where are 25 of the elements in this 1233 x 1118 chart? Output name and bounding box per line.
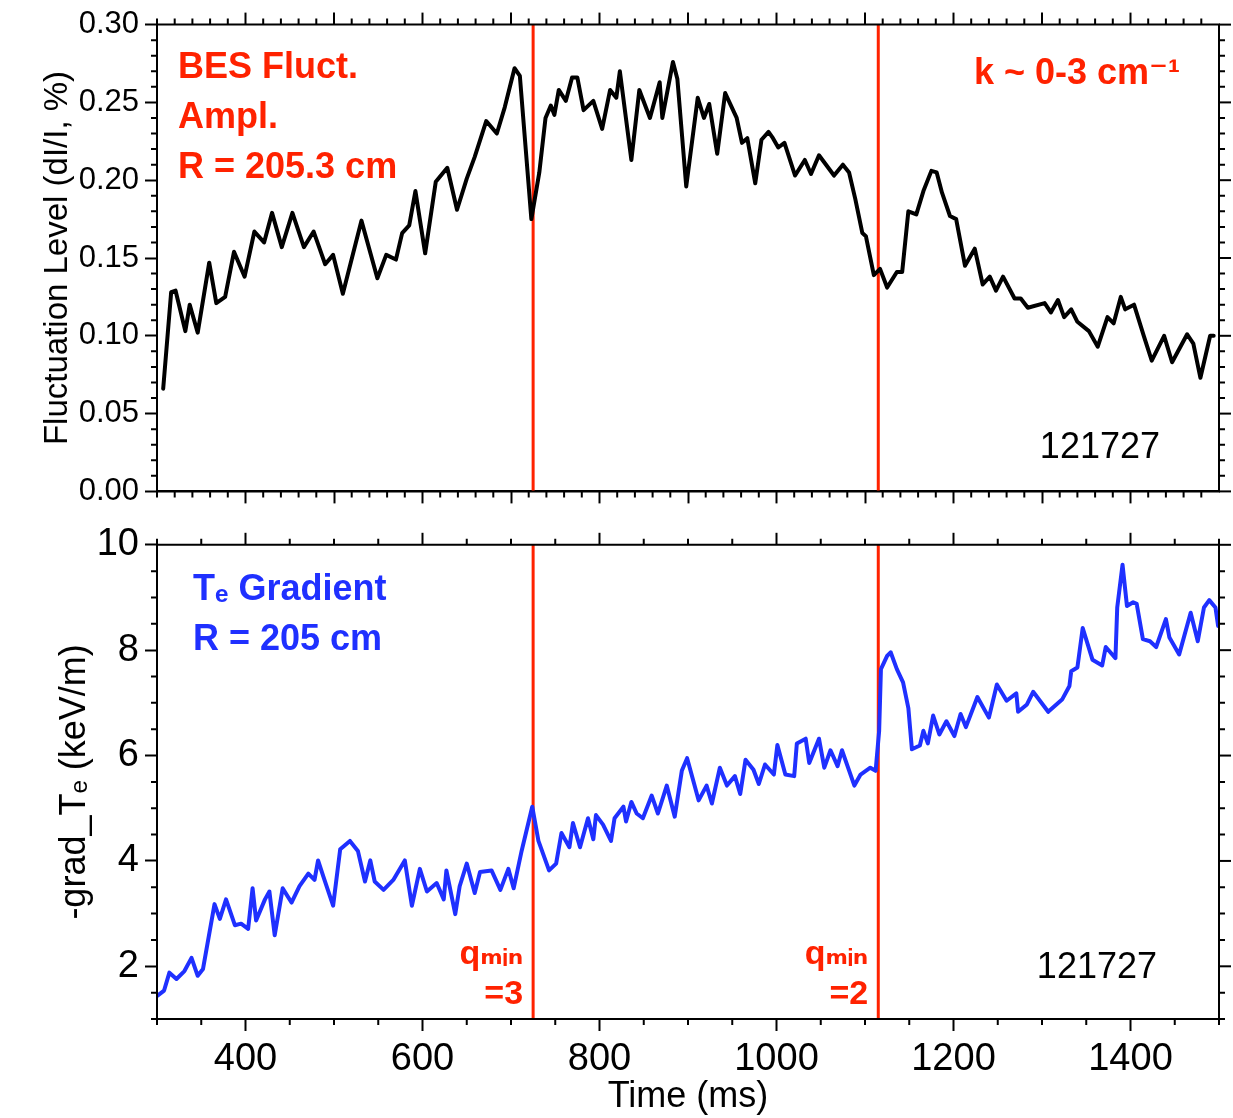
y-tick-label: 6 xyxy=(117,732,139,775)
x-tick-label: 600 xyxy=(390,1036,455,1079)
y-tick-label: 10 xyxy=(96,521,139,564)
annotation: 121727 xyxy=(1036,944,1157,986)
y-tick-label: 0.30 xyxy=(78,5,139,41)
y-tick-label: 0.20 xyxy=(78,160,139,196)
y-axis-title: -grad_Tₑ (keV/m) xyxy=(51,644,93,920)
annotation: qₘᵢₙ =3 xyxy=(459,933,524,1012)
y-tick-label: 8 xyxy=(117,626,139,669)
y-axis-title: Fluctuation Level (dI/I, %) xyxy=(37,70,75,446)
annotation: qₘᵢₙ =2 xyxy=(804,933,869,1012)
y-tick-label: 0.00 xyxy=(78,471,139,507)
annotation: k ~ 0-3 cm⁻¹ xyxy=(973,50,1180,92)
x-tick-label: 1200 xyxy=(911,1036,996,1079)
x-tick-label: 400 xyxy=(213,1036,278,1079)
y-tick-label: 0.25 xyxy=(78,82,139,118)
y-tick-label: 0.15 xyxy=(78,238,139,274)
y-tick-label: 0.10 xyxy=(78,316,139,352)
x-tick-label: 1400 xyxy=(1088,1036,1173,1079)
y-tick-label: 4 xyxy=(117,837,139,880)
y-tick-label: 2 xyxy=(117,942,139,985)
y-tick-label: 0.05 xyxy=(78,394,139,430)
annotation: BES Fluct. Ampl. R = 205.3 cm xyxy=(178,44,398,186)
annotation: 121727 xyxy=(1039,425,1160,467)
annotation: Tₑ Gradient R = 205 cm xyxy=(193,566,387,658)
